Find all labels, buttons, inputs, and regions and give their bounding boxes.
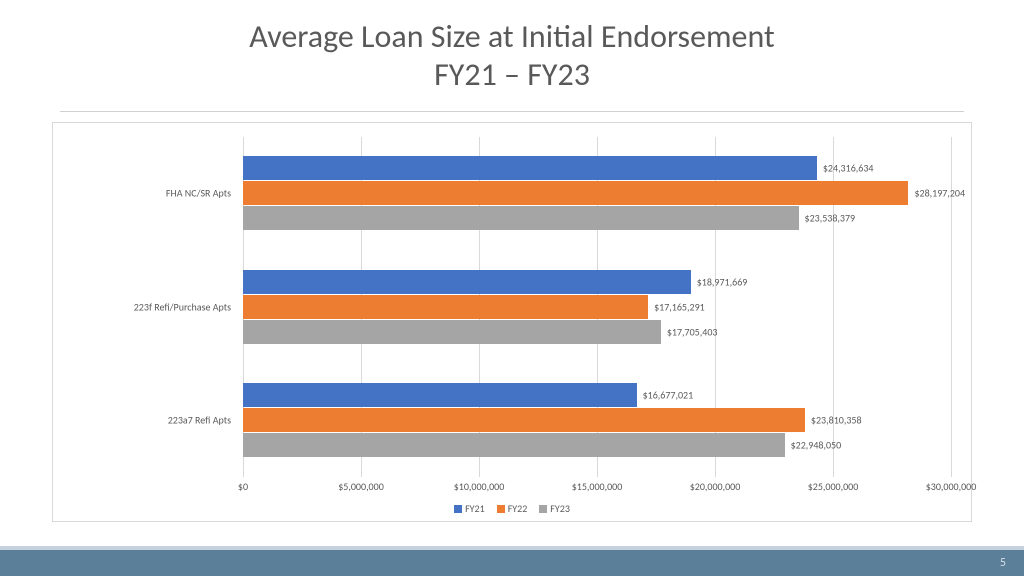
- bar-fy23: [243, 433, 785, 457]
- bar-fy21: [243, 270, 691, 294]
- bar-value-label: $17,165,291: [654, 300, 705, 313]
- bar-fy23: [243, 320, 661, 344]
- bar-value-label: $16,677,021: [643, 389, 694, 402]
- slide: Average Loan Size at Initial Endorsement…: [0, 0, 1024, 576]
- legend-swatch: [454, 505, 462, 513]
- title-line-2: FY21 – FY23: [60, 56, 964, 94]
- legend-label: FY22: [508, 502, 528, 515]
- bar-value-label: $22,948,050: [791, 439, 842, 452]
- legend-label: FY21: [465, 502, 485, 515]
- title-rule: [60, 111, 964, 112]
- x-tick-label: $0: [238, 480, 248, 493]
- bar-fy22: [243, 408, 805, 432]
- legend-swatch: [539, 505, 547, 513]
- bar-fy21: [243, 156, 817, 180]
- footer-bar: [0, 550, 1024, 576]
- category-label: FHA NC/SR Apts: [53, 187, 237, 200]
- x-tick-label: $25,000,000: [808, 480, 859, 493]
- chart-container: $24,316,634 $28,197,204 $23,538,379 $18,971…: [52, 122, 972, 522]
- bar-fy21: [243, 383, 637, 407]
- title-line-1: Average Loan Size at Initial Endorsement: [60, 18, 964, 56]
- bar-value-label: $18,971,669: [697, 275, 748, 288]
- bar-value-label: $24,316,634: [823, 162, 874, 175]
- legend-label: FY23: [550, 502, 570, 515]
- bar-value-label: $17,705,403: [667, 325, 718, 338]
- x-tick-label: $30,000,000: [926, 480, 977, 493]
- bar-fy22: [243, 181, 908, 205]
- page-number: 5: [1000, 556, 1006, 570]
- category-label: 223a7 Refi Apts: [53, 414, 237, 427]
- legend-item: FY23: [539, 502, 570, 515]
- bar-value-label: $23,538,379: [805, 212, 856, 225]
- bar-value-label: $23,810,358: [811, 414, 862, 427]
- legend-item: FY21: [454, 502, 485, 515]
- title-block: Average Loan Size at Initial Endorsement…: [0, 0, 1024, 103]
- legend-swatch: [497, 505, 505, 513]
- legend-item: FY22: [497, 502, 528, 515]
- x-tick-label: $15,000,000: [572, 480, 623, 493]
- bar-value-label: $28,197,204: [914, 187, 965, 200]
- x-tick-label: $10,000,000: [454, 480, 505, 493]
- plot-area: $24,316,634$28,197,204$23,538,379$18,971…: [243, 137, 951, 477]
- bar-fy23: [243, 206, 799, 230]
- category-label: 223f Refi/Purchase Apts: [53, 300, 237, 313]
- bar-fy22: [243, 295, 648, 319]
- legend: FY21 FY22 FY23: [53, 502, 971, 515]
- x-tick-label: $5,000,000: [338, 480, 384, 493]
- x-tick-label: $20,000,000: [690, 480, 741, 493]
